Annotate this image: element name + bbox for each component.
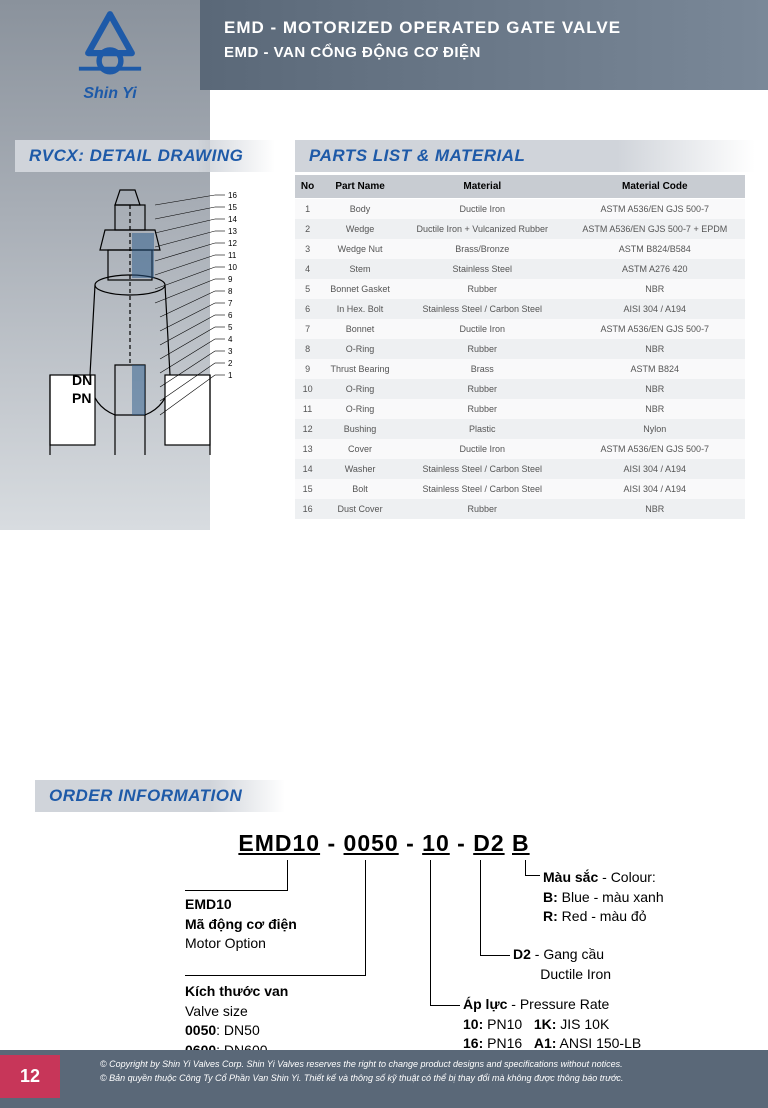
svg-text:14: 14 [228, 215, 237, 224]
table-row: 13CoverDuctile IronASTM A536/EN GJS 500-… [295, 439, 745, 459]
footer: © Copyright by Shin Yi Valves Corp. Shin… [0, 1050, 768, 1108]
table-row: 7BonnetDuctile IronASTM A536/EN GJS 500-… [295, 319, 745, 339]
ord-emd10: EMD10 Mã động cơ điện Motor Option [185, 895, 297, 954]
table-row: 14WasherStainless Steel / Carbon SteelAI… [295, 459, 745, 479]
title-vi: EMD - VAN CỔNG ĐỘNG CƠ ĐIỆN [224, 44, 744, 61]
page-number: 12 [0, 1055, 60, 1098]
svg-text:4: 4 [228, 335, 233, 344]
title-en: EMD - MOTORIZED OPERATED GATE VALVE [224, 18, 744, 38]
logo-text: Shin Yi [50, 85, 170, 103]
parts-heading: PARTS LIST & MATERIAL [295, 140, 755, 172]
svg-text:3: 3 [228, 347, 233, 356]
header-banner: EMD - MOTORIZED OPERATED GATE VALVE EMD … [200, 0, 768, 90]
ord-d2: D2 - Gang cầu Ductile Iron [513, 945, 611, 984]
copyright-en: © Copyright by Shin Yi Valves Corp. Shin… [100, 1058, 718, 1072]
svg-text:11: 11 [228, 251, 237, 260]
svg-text:12: 12 [228, 239, 237, 248]
parts-table: NoPart NameMaterialMaterial Code 1BodyDu… [295, 175, 745, 519]
order-heading: ORDER INFORMATION [35, 780, 285, 812]
table-row: 16Dust CoverRubberNBR [295, 499, 745, 519]
pn-label: PN [72, 390, 91, 406]
table-row: 1BodyDuctile IronASTM A536/EN GJS 500-7 [295, 199, 745, 220]
copyright-vi: © Bản quyền thuộc Công Ty Cổ Phần Van Sh… [100, 1072, 718, 1086]
svg-text:9: 9 [228, 275, 233, 284]
svg-text:2: 2 [228, 359, 233, 368]
ord-pressure: Áp lực - Pressure Rate 10: PN10 1K: JIS … [463, 995, 641, 1054]
col-header: Part Name [320, 175, 400, 199]
rvcx-heading: RVCX: DETAIL DRAWING [15, 140, 275, 172]
logo-icon [70, 8, 150, 78]
svg-text:1: 1 [228, 371, 233, 380]
table-row: 2WedgeDuctile Iron + Vulcanized RubberAS… [295, 219, 745, 239]
table-row: 5Bonnet GasketRubberNBR [295, 279, 745, 299]
ord-size: Kích thước van Valve size 0050: DN50 060… [185, 982, 288, 1060]
table-row: 8O-RingRubberNBR [295, 339, 745, 359]
svg-text:10: 10 [228, 263, 237, 272]
logo: Shin Yi [50, 8, 170, 103]
svg-text:8: 8 [228, 287, 233, 296]
dn-label: DN [72, 372, 92, 388]
detail-drawing: DN PN 16 15 14 13 12 11 10 9 8 7 6 5 4 3 2 1 [20, 175, 270, 505]
table-row: 6In Hex. BoltStainless Steel / Carbon St… [295, 299, 745, 319]
table-row: 10O-RingRubberNBR [295, 379, 745, 399]
svg-text:16: 16 [228, 191, 237, 200]
ord-colour: Màu sắc - Colour: B: Blue - màu xanh R: … [543, 868, 664, 927]
order-code: EMD10 - 0050 - 10 - D2 B [0, 830, 768, 857]
svg-text:13: 13 [228, 227, 237, 236]
table-row: 15BoltStainless Steel / Carbon SteelAISI… [295, 479, 745, 499]
svg-text:6: 6 [228, 311, 233, 320]
svg-text:15: 15 [228, 203, 237, 212]
table-row: 4StemStainless SteelASTM A276 420 [295, 259, 745, 279]
table-row: 12BushingPlasticNylon [295, 419, 745, 439]
table-row: 11O-RingRubberNBR [295, 399, 745, 419]
table-row: 3Wedge NutBrass/BronzeASTM B824/B584 [295, 239, 745, 259]
svg-text:5: 5 [228, 323, 233, 332]
col-header: Material Code [565, 175, 745, 199]
table-row: 9Thrust BearingBrassASTM B824 [295, 359, 745, 379]
col-header: No [295, 175, 320, 199]
col-header: Material [400, 175, 565, 199]
order-diagram: EMD10 Mã động cơ điện Motor Option Kích … [35, 860, 733, 1060]
svg-text:7: 7 [228, 299, 233, 308]
